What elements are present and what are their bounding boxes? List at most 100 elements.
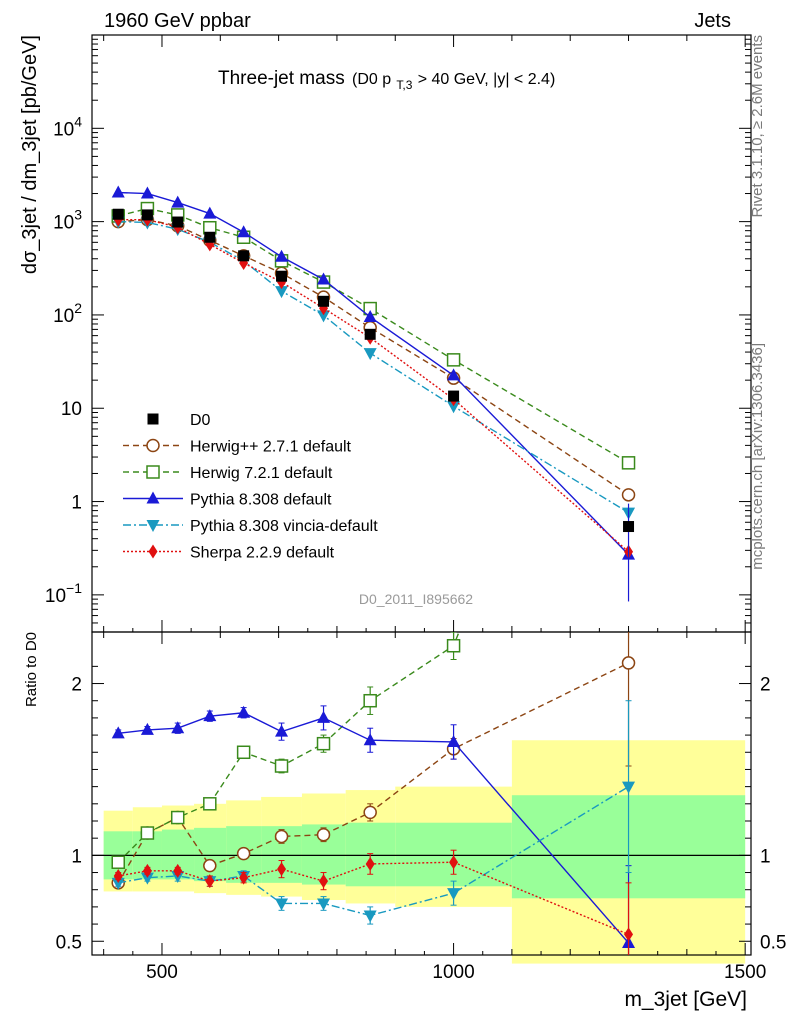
ratio-marker xyxy=(171,721,185,734)
legend: D0 Herwig++ 2.7.1 default Herwig 7.2.1 def… xyxy=(123,412,378,562)
x-tick-label: 1000 xyxy=(432,962,474,983)
series-line xyxy=(118,220,629,514)
y-axis-label: dσ_3jet / dm_3jet [pb/GeV] xyxy=(19,35,41,274)
legend-label: Pythia 8.308 vincia-default xyxy=(190,518,378,535)
data-point xyxy=(112,208,124,220)
series-marker xyxy=(363,310,377,323)
y-tick-label: 103 xyxy=(53,207,82,234)
ratio-marker xyxy=(239,870,249,885)
ratio-tick-label-right: 0.5 xyxy=(760,932,786,953)
ratio-panel xyxy=(91,631,752,956)
analysis-id: D0_2011_I895662 xyxy=(359,591,473,607)
y-tick-label: 102 xyxy=(53,300,82,327)
y-tick-label-base: 10 xyxy=(53,119,74,140)
ratio-marker xyxy=(173,863,183,878)
ratio-marker xyxy=(274,829,289,844)
plot-title-sub-tail: > 40 GeV, |y| < 2.4) xyxy=(418,71,556,88)
mcplots-label: mcplots.cern.ch [arXiv:1306.3436] xyxy=(749,343,766,570)
ratio-marker xyxy=(111,726,125,739)
legend-marker xyxy=(146,491,160,504)
y-tick-label: 10−1 xyxy=(45,580,82,607)
ratio-marker xyxy=(203,858,217,873)
ratio-marker xyxy=(111,877,125,890)
series-layer xyxy=(111,185,636,602)
ratio-marker xyxy=(140,826,155,840)
ratio-marker xyxy=(316,827,331,842)
ratio-line xyxy=(118,786,629,917)
ratio-marker xyxy=(363,805,377,820)
series-marker xyxy=(621,488,636,502)
ratio-marker xyxy=(363,733,377,746)
ratio-marker xyxy=(449,855,459,870)
data-point xyxy=(318,295,330,307)
data-point xyxy=(623,521,635,533)
header-right: Jets xyxy=(694,10,731,32)
ratio-marker xyxy=(277,862,287,877)
legend-marker xyxy=(148,544,158,559)
y-tick-label: 104 xyxy=(53,113,82,140)
data-point xyxy=(448,390,460,402)
series-line xyxy=(118,207,629,464)
legend-label: Sherpa 2.2.9 default xyxy=(190,545,335,562)
series-marker xyxy=(363,348,377,361)
plot-title: Three-jet mass (D0 p T,3 > 40 GeV, |y| <… xyxy=(218,68,555,94)
ratio-marker xyxy=(316,736,331,751)
ratio-tick-label-right: 2 xyxy=(760,675,771,696)
ratio-marker xyxy=(317,898,331,911)
rivet-label: Rivet 3.1.10, ≥ 2.6M events xyxy=(749,35,766,218)
y-tick-label-exponent: 4 xyxy=(74,113,82,129)
series-marker xyxy=(317,310,331,323)
y-tick-label-base: 10 xyxy=(53,213,74,234)
ratio-tick-label-left: 0.5 xyxy=(56,932,82,953)
ratio-marker xyxy=(275,724,289,737)
series-marker xyxy=(203,206,217,219)
series-marker xyxy=(140,186,154,199)
series-marker xyxy=(275,249,289,262)
ratio-marker xyxy=(624,927,634,942)
series-marker xyxy=(447,368,461,381)
ratio-line xyxy=(117,632,460,863)
legend-marker xyxy=(147,413,159,425)
ratio-tick-label-left: 2 xyxy=(71,675,82,696)
series-marker xyxy=(171,195,185,208)
data-point xyxy=(204,231,216,243)
series-line xyxy=(118,218,629,553)
legend-marker xyxy=(146,438,160,453)
ratio-layer xyxy=(111,632,636,955)
series-marker xyxy=(237,225,251,238)
series-marker xyxy=(317,272,331,285)
x-axis-label: m_3jet [GeV] xyxy=(624,988,747,1011)
legend-marker xyxy=(146,465,160,479)
legend-label: Herwig 7.2.1 default xyxy=(190,465,333,482)
x-tick-label: 1500 xyxy=(724,962,766,983)
uncertainty-band-inner xyxy=(194,827,227,882)
ratio-marker xyxy=(237,705,251,718)
ratio-line xyxy=(118,861,629,936)
data-point xyxy=(172,216,184,228)
ratio-marker xyxy=(363,910,377,923)
plot-title-sub-index: T,3 xyxy=(396,78,412,92)
legend-marker xyxy=(146,520,160,532)
ratio-marker xyxy=(111,855,125,869)
plot-title-main: Three-jet mass xyxy=(218,68,345,89)
ratio-marker xyxy=(203,709,217,722)
ratio-marker xyxy=(274,759,289,773)
ratio-tick-label-left: 1 xyxy=(71,846,82,867)
y-tick-label-exponent: 3 xyxy=(74,207,82,223)
data-point xyxy=(141,209,153,221)
ratio-marker xyxy=(317,710,331,723)
ratio-tick-label-right: 1 xyxy=(760,846,771,867)
ratio-marker xyxy=(275,898,289,911)
y-tick-label-base: 10 xyxy=(45,586,66,607)
ratio-marker xyxy=(170,810,185,825)
ratio-line xyxy=(118,712,630,944)
data-point xyxy=(276,270,288,282)
ratio-marker xyxy=(140,872,154,885)
ratio-marker xyxy=(622,781,636,794)
ratio-marker xyxy=(113,868,123,883)
ratio-y-axis-label: Ratio to D0 xyxy=(23,632,40,707)
ratio-marker xyxy=(205,874,215,889)
ratio-marker xyxy=(203,797,217,811)
